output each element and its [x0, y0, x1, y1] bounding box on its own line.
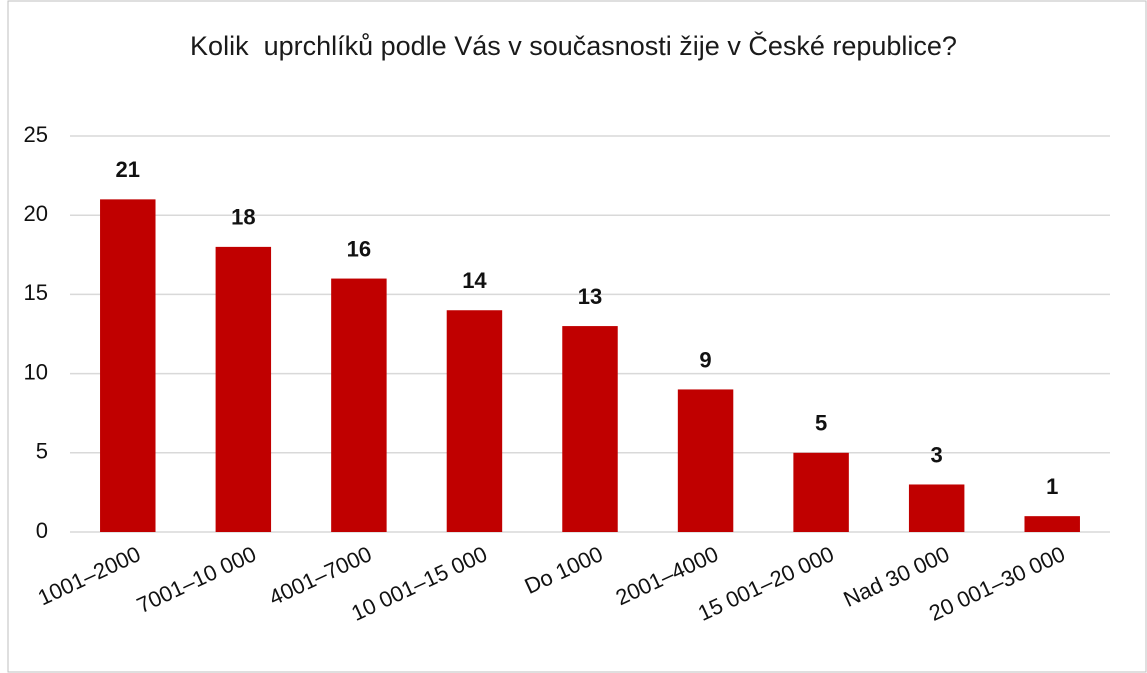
y-tick-label: 15 — [24, 280, 48, 305]
bar — [446, 310, 503, 532]
data-label: 18 — [231, 205, 255, 230]
y-tick-label: 0 — [36, 518, 48, 543]
y-tick-label: 20 — [24, 201, 48, 226]
data-label: 21 — [116, 157, 140, 182]
bar — [908, 484, 965, 532]
x-tick-label: 7001–10 000 — [133, 541, 260, 618]
x-tick-label: 1001–2000 — [34, 541, 144, 610]
data-label: 13 — [578, 284, 602, 309]
bar — [100, 199, 156, 533]
bar — [1024, 516, 1080, 532]
bar — [793, 452, 849, 532]
data-label: 5 — [815, 411, 827, 436]
chart-title: Kolik uprchlíků podle Vás v současnosti … — [190, 31, 957, 61]
data-label: 9 — [699, 347, 711, 372]
y-tick-label: 10 — [24, 359, 48, 384]
y-tick-label: 5 — [36, 439, 48, 464]
x-tick-label: Do 1000 — [521, 541, 607, 599]
bar — [562, 326, 618, 532]
data-label: 14 — [462, 268, 487, 293]
title-box: Kolik uprchlíků podle Vás v současnosti … — [0, 28, 1147, 64]
y-tick-label: 25 — [24, 122, 48, 147]
bar — [215, 246, 272, 532]
data-label: 16 — [347, 236, 371, 261]
data-label: 1 — [1046, 474, 1058, 499]
bar — [677, 389, 734, 532]
frame — [7, 0, 1147, 673]
data-label: 3 — [931, 442, 943, 467]
bar — [331, 278, 387, 532]
